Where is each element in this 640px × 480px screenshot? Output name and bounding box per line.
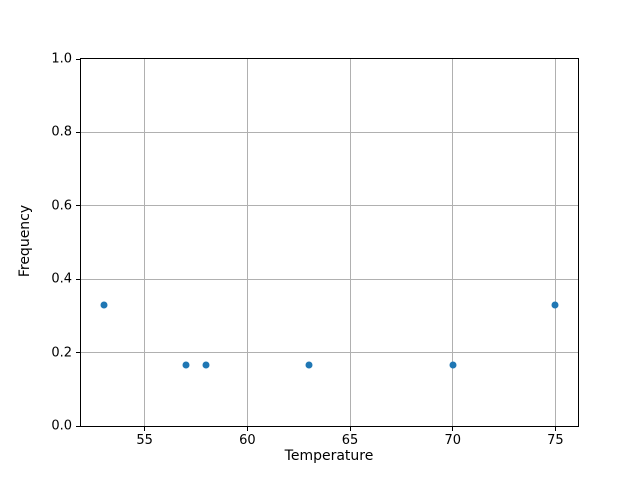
plot-area: 55 60 65 70 75 0.0 0.2 0.4 0.6 0.8 1.0 — [51, 52, 579, 448]
y-tick-mark — [76, 205, 80, 207]
y-tick-mark — [76, 425, 80, 427]
x-gridline — [452, 59, 454, 426]
y-tick-label: 1.0 — [51, 51, 72, 67]
y-axis-label: Frequency — [17, 204, 33, 278]
y-gridline — [81, 205, 578, 207]
data-point — [551, 301, 559, 309]
x-tick-label: 70 — [444, 433, 461, 448]
x-tick-label: 65 — [341, 433, 359, 448]
y-tick-mark — [76, 352, 80, 354]
x-gridline — [554, 59, 556, 426]
x-tick-label: 75 — [547, 433, 564, 448]
data-point — [305, 361, 313, 369]
x-tick-label: 55 — [136, 433, 153, 448]
y-tick-label: 0.6 — [51, 198, 72, 214]
y-tick-label: 0.2 — [51, 345, 72, 361]
y-tick-mark — [76, 278, 80, 280]
y-tick-label: 0.4 — [51, 271, 72, 287]
x-tick-mark — [144, 427, 146, 431]
x-gridline — [144, 59, 146, 426]
x-tick-mark — [246, 427, 248, 431]
x-gridline — [246, 59, 248, 426]
x-tick-mark — [554, 427, 556, 431]
y-gridline — [81, 352, 578, 354]
y-tick-mark — [76, 131, 80, 133]
y-tick-mark — [76, 58, 80, 60]
y-gridline — [81, 131, 578, 133]
x-gridline — [349, 59, 351, 426]
x-axis-label: Temperature — [284, 448, 374, 464]
data-point — [100, 301, 108, 309]
data-point — [202, 361, 210, 369]
y-gridline — [81, 278, 578, 280]
x-tick-mark — [349, 427, 351, 431]
y-tick-label: 0.8 — [51, 124, 72, 140]
x-tick-mark — [452, 427, 454, 431]
x-tick-label: 60 — [239, 433, 256, 448]
data-point — [449, 361, 457, 369]
y-tick-label: 0.0 — [51, 418, 72, 434]
data-point — [182, 361, 190, 369]
